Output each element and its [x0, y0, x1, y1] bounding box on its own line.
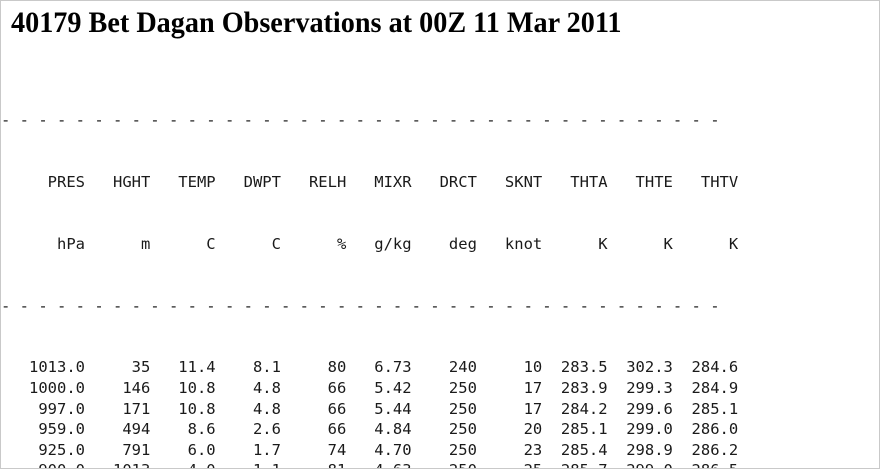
table-row: 925.0 791 6.0 1.7 74 4.70 250 23 285.4 2… [1, 440, 739, 459]
table-separator-bottom: - - - - - - - - - - - - - - - - - - - - … [1, 296, 720, 315]
table-body: 1013.0 35 11.4 8.1 80 6.73 240 10 283.5 … [1, 357, 879, 468]
table-row: 997.0 171 10.8 4.8 66 5.44 250 17 284.2 … [1, 399, 739, 418]
table-header-units: hPa m C C % g/kg deg knot K K K [1, 234, 739, 253]
table-row: 1013.0 35 11.4 8.1 80 6.73 240 10 283.5 … [1, 358, 739, 377]
table-row: 900.0 1013 4.0 1.1 81 4.63 250 25 285.7 … [1, 460, 879, 468]
page-title: 40179 Bet Dagan Observations at 00Z 11 M… [11, 6, 622, 39]
sounding-table: - - - - - - - - - - - - - - - - - - - - … [1, 69, 879, 468]
table-header-names: PRES HGHT TEMP DWPT RELH MIXR DRCT SKNT … [1, 172, 739, 191]
table-row: 1000.0 146 10.8 4.8 66 5.42 250 17 283.9… [1, 378, 739, 397]
table-row: 959.0 494 8.6 2.6 66 4.84 250 20 285.1 2… [1, 420, 739, 439]
table-separator-top: - - - - - - - - - - - - - - - - - - - - … [1, 111, 720, 130]
